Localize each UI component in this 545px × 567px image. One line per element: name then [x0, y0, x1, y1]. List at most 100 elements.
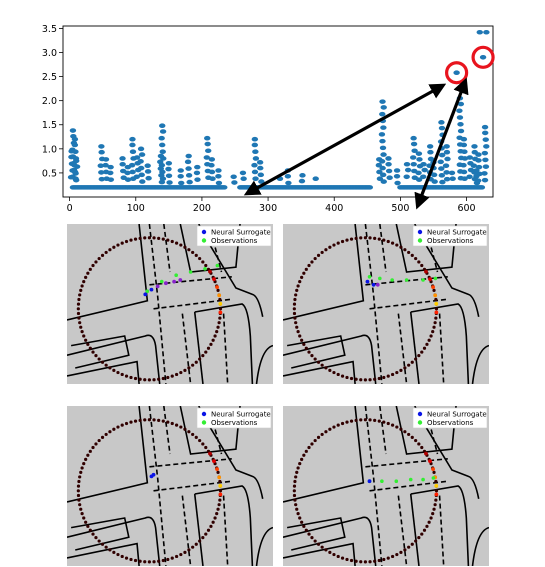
- ring-dot: [80, 330, 84, 334]
- ring-dot: [368, 236, 372, 240]
- ring-dot: [324, 248, 328, 252]
- ring-dot: [382, 420, 386, 424]
- observation-point: [431, 476, 436, 480]
- ring-dot: [328, 368, 332, 372]
- ring-dot: [166, 238, 170, 242]
- data-point: [186, 179, 193, 185]
- ring-dot: [420, 445, 424, 450]
- ring-hot-dot: [434, 492, 439, 497]
- ring-dot: [295, 325, 299, 329]
- ring-dot: [320, 432, 324, 437]
- ring-dot: [211, 520, 215, 524]
- legend-surrogate-marker: [201, 411, 207, 417]
- data-point: [137, 146, 145, 152]
- ring-dot: [157, 418, 161, 422]
- surrogate-point: [172, 279, 177, 284]
- ring-dot: [359, 378, 363, 382]
- data-point: [208, 162, 215, 168]
- ring-dot: [82, 516, 86, 520]
- ring-dot: [422, 346, 427, 350]
- ring-dot: [300, 457, 304, 461]
- legend-observations-marker: [201, 238, 207, 243]
- ring-dot: [194, 360, 198, 364]
- observation-point: [378, 276, 382, 281]
- data-point: [102, 162, 109, 168]
- ring-dot: [300, 338, 304, 342]
- data-point: [178, 180, 185, 186]
- ring-dot: [320, 363, 324, 367]
- surrogate-point: [143, 292, 148, 297]
- ring-dot: [386, 239, 390, 244]
- ring-dot: [414, 357, 418, 361]
- ring-dot: [80, 512, 84, 516]
- data-point: [159, 142, 166, 148]
- data-point: [473, 168, 480, 173]
- ring-dot: [161, 237, 165, 241]
- legend-surrogate-marker: [201, 229, 207, 235]
- ring-dot: [86, 524, 90, 528]
- ring-dot: [304, 528, 308, 532]
- ring-dot: [349, 558, 354, 563]
- y-tick-label: 2.5: [42, 72, 57, 83]
- legend-surrogate-marker: [417, 229, 423, 235]
- legend-observations-marker: [417, 238, 423, 243]
- ring-dot: [373, 236, 377, 240]
- data-point: [457, 121, 464, 127]
- ring-dot: [143, 560, 147, 564]
- surrogate-point: [178, 278, 183, 282]
- ring-dot: [340, 239, 345, 244]
- data-point: [460, 142, 468, 148]
- ring-dot: [300, 275, 304, 279]
- data-point: [449, 176, 456, 181]
- ring-dot: [403, 248, 407, 252]
- ring-dot: [313, 256, 317, 261]
- ring-dot: [198, 539, 202, 543]
- data-point: [415, 151, 423, 156]
- data-point: [208, 157, 216, 162]
- ring-hot-dot: [212, 459, 216, 464]
- ring-dot: [307, 350, 311, 354]
- data-point: [456, 115, 464, 120]
- ring-dot: [204, 263, 208, 268]
- ring-dot: [213, 516, 217, 520]
- ring-dot: [166, 420, 170, 424]
- y-tick-label: 1.5: [42, 120, 57, 131]
- sensor-ring: [76, 418, 223, 564]
- ring-dot: [120, 372, 124, 377]
- legend-box: [412, 225, 488, 247]
- y-axis-ticks: 0.5 1.0 1.5 2.0 2.5 3.0 3.5: [42, 24, 63, 179]
- ring-dot: [218, 316, 222, 320]
- data-point: [72, 171, 79, 176]
- legend-surrogate-label: Neural Surrogate: [211, 229, 271, 237]
- ring-dot: [336, 423, 340, 427]
- data-point: [394, 180, 401, 186]
- data-point: [252, 176, 259, 181]
- ring-dot: [170, 556, 174, 560]
- ring-dot: [390, 423, 395, 427]
- x-tick-label: 500: [391, 203, 409, 214]
- data-point: [393, 168, 401, 173]
- ring-dot: [363, 378, 367, 382]
- ring-dot: [324, 430, 328, 434]
- ring-dot: [201, 354, 205, 358]
- x-tick-label: 600: [457, 203, 475, 214]
- surrogate-point: [365, 279, 370, 284]
- ring-dot: [386, 374, 390, 378]
- ring-dot: [354, 377, 358, 381]
- ring-dot: [84, 275, 88, 279]
- ring-dot: [368, 560, 372, 564]
- data-point: [139, 179, 146, 184]
- highlight-ring: [471, 45, 495, 69]
- data-point: [437, 159, 444, 165]
- ring-dot: [328, 427, 332, 431]
- ring-dot: [116, 552, 120, 557]
- data-point: [481, 124, 489, 130]
- data-point: [481, 177, 489, 183]
- ring-dot: [143, 236, 147, 240]
- trajectories: [143, 263, 220, 297]
- ring-dot: [354, 418, 358, 422]
- ring-dot: [427, 520, 431, 524]
- data-point: [215, 173, 222, 179]
- ring-dot: [129, 557, 133, 562]
